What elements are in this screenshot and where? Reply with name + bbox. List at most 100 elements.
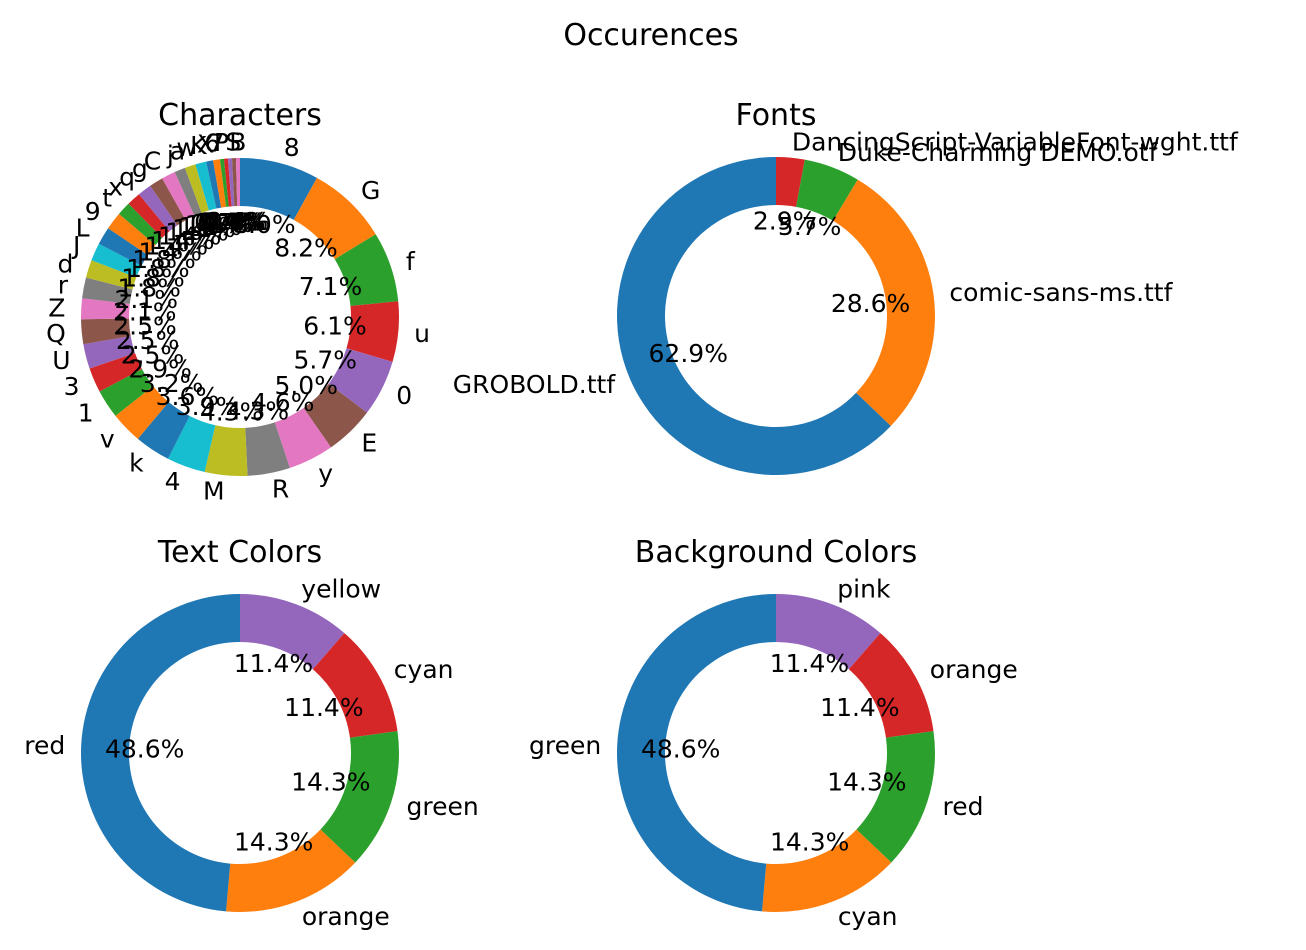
characters-slice-g: [150, 178, 186, 226]
characters-slice-r: [245, 422, 290, 476]
characters-category-label-m: M: [203, 477, 225, 506]
characters-category-label-c: C: [144, 146, 161, 175]
background-colors-slice-orange: [848, 633, 934, 738]
characters-slice-3: [89, 352, 142, 392]
characters-category-label-6: 6: [204, 129, 220, 158]
fonts-chart-title: Fonts: [736, 98, 817, 133]
characters-slice-l: [98, 228, 148, 266]
fonts-pct-label-comic-sans-ms-ttf: 28.6%: [831, 289, 910, 318]
characters-pct-label-q: 1.4%: [151, 226, 215, 255]
characters-slice-v: [115, 386, 169, 439]
fonts-pct-label-duke-charming-demo-otf: 5.7%: [778, 212, 842, 241]
characters-slice-u: [83, 336, 135, 369]
background-colors-slice-pink: [776, 594, 881, 670]
characters-pct-label-t: 1.4%: [138, 237, 202, 266]
background-colors-chart-title: Background Colors: [635, 535, 917, 570]
text-colors-pct-label-yellow: 11.4%: [234, 649, 313, 678]
characters-category-label-p: P: [214, 128, 229, 157]
characters-slice-8: [240, 158, 317, 220]
characters-slice-c: [162, 172, 195, 221]
characters-pct-label-u: 6.1%: [303, 311, 367, 340]
background-colors-pct-label-cyan: 14.3%: [770, 828, 849, 857]
characters-chart-title: Characters: [158, 98, 322, 133]
background-colors-slice-green: [616, 594, 776, 912]
characters-slice-w: [195, 161, 217, 211]
characters-pct-label-g: 1.4%: [158, 221, 222, 250]
characters-category-label-s: S: [225, 128, 241, 157]
characters-category-label-k: k: [129, 448, 144, 477]
characters-pct-label-x: 1.4%: [144, 232, 208, 261]
characters-pct-label-g: 8.2%: [274, 234, 338, 263]
characters-slice-q: [81, 318, 131, 345]
text-colors-pct-label-cyan: 11.4%: [284, 693, 363, 722]
characters-slice-q: [138, 185, 178, 232]
characters-pct-label-s: 0.4%: [205, 207, 269, 236]
characters-pct-label-l: 1.8%: [126, 254, 190, 283]
characters-category-label-g: g: [132, 154, 148, 183]
fonts-slice-duke-charming-demo-otf: [796, 159, 858, 221]
characters-slice-j: [91, 243, 142, 278]
characters-slice-u: [346, 301, 399, 362]
characters-category-label-u: u: [414, 319, 430, 348]
fonts-chart: Fonts 2.9%5.7% 28.6% 62.9% DancingScript-Va…: [453, 98, 1239, 475]
characters-category-label-z: Z: [48, 293, 65, 322]
characters-pct-label-j: 1.8%: [121, 263, 185, 292]
background-colors-category-label-red: red: [943, 792, 984, 821]
fonts-category-label-grobold-ttf: GROBOLD.ttf: [453, 370, 617, 399]
characters-slice-4: [167, 415, 216, 473]
characters-category-label-b: B: [229, 128, 246, 157]
fonts-slice-dancingscript-variablefont-wght-ttf: [776, 157, 805, 207]
characters-slice-z: [81, 298, 130, 320]
characters-category-label-w: w: [176, 133, 196, 162]
characters-pct-label-c: 1.4%: [165, 217, 229, 246]
characters-slice-b: [235, 158, 240, 207]
characters-category-label-3: 3: [64, 372, 80, 401]
characters-pct-label-1: 2.9%: [128, 355, 192, 384]
background-colors-category-label-orange: orange: [930, 655, 1018, 684]
background-colors-category-label-pink: pink: [837, 575, 891, 604]
characters-pct-label-w: 1.1%: [185, 210, 249, 239]
characters-slice-0: [328, 348, 393, 413]
characters-slice-s: [231, 158, 238, 207]
characters-pct-label-u: 2.5%: [116, 326, 180, 355]
background-colors-pct-label-red: 14.3%: [827, 768, 906, 797]
characters-category-label-f: f: [406, 247, 416, 276]
characters-category-label-k: K: [190, 131, 207, 160]
text-colors-pct-label-red: 48.6%: [105, 734, 184, 763]
fonts-category-label-comic-sans-ms-ttf: comic-sans-ms.ttf: [949, 278, 1173, 307]
characters-slice-d: [85, 260, 137, 290]
characters-slice-y: [274, 408, 332, 468]
characters-slice-a: [184, 164, 209, 213]
text-colors-category-label-orange: orange: [302, 902, 390, 931]
characters-slice-7: [223, 158, 232, 207]
characters-pct-label-8: 8.0%: [232, 210, 296, 239]
characters-pct-label-d: 1.8%: [117, 274, 181, 303]
characters-category-label-x: X: [197, 130, 214, 159]
characters-category-label-q: q: [119, 163, 135, 192]
characters-pct-label-e: 5.0%: [274, 371, 338, 400]
characters-slice-r: [82, 277, 133, 304]
fonts-category-label-dancingscript-variablefont-wght-ttf: DancingScript-VariableFont-wght.ttf: [792, 127, 1239, 156]
background-colors-slice-red: [856, 731, 935, 863]
text-colors-chart: Text Colors 11.4% 11.4% 14.3% 14.3% 48.6% yel…: [24, 535, 478, 931]
text-colors-category-label-red: red: [24, 731, 65, 760]
background-colors-chart: Background Colors 11.4% 11.4% 14.3% 14.3% 48…: [529, 535, 1018, 931]
characters-category-label-x: x: [108, 172, 123, 201]
characters-category-label-v: v: [100, 425, 115, 454]
characters-category-label-u: U: [52, 346, 70, 375]
text-colors-pct-label-green: 14.3%: [291, 768, 370, 797]
characters-category-label-y: y: [318, 459, 333, 488]
characters-slice-6: [219, 158, 229, 207]
characters-pct-label-f: 7.1%: [299, 272, 363, 301]
text-colors-slice-yellow: [240, 594, 345, 670]
characters-category-label-t: t: [102, 183, 112, 212]
text-colors-chart-title: Text Colors: [157, 535, 322, 570]
background-colors-pct-label-orange: 11.4%: [820, 693, 899, 722]
characters-pct-label-q: 2.5%: [113, 311, 177, 340]
characters-slice-k: [206, 160, 222, 209]
characters-category-label-r: R: [272, 474, 289, 503]
characters-slice-t: [118, 203, 163, 246]
background-colors-pct-label-pink: 11.4%: [770, 649, 849, 678]
characters-pct-label-k: 3.6%: [156, 382, 220, 411]
fonts-slice-comic-sans-ms-ttf: [833, 179, 936, 427]
